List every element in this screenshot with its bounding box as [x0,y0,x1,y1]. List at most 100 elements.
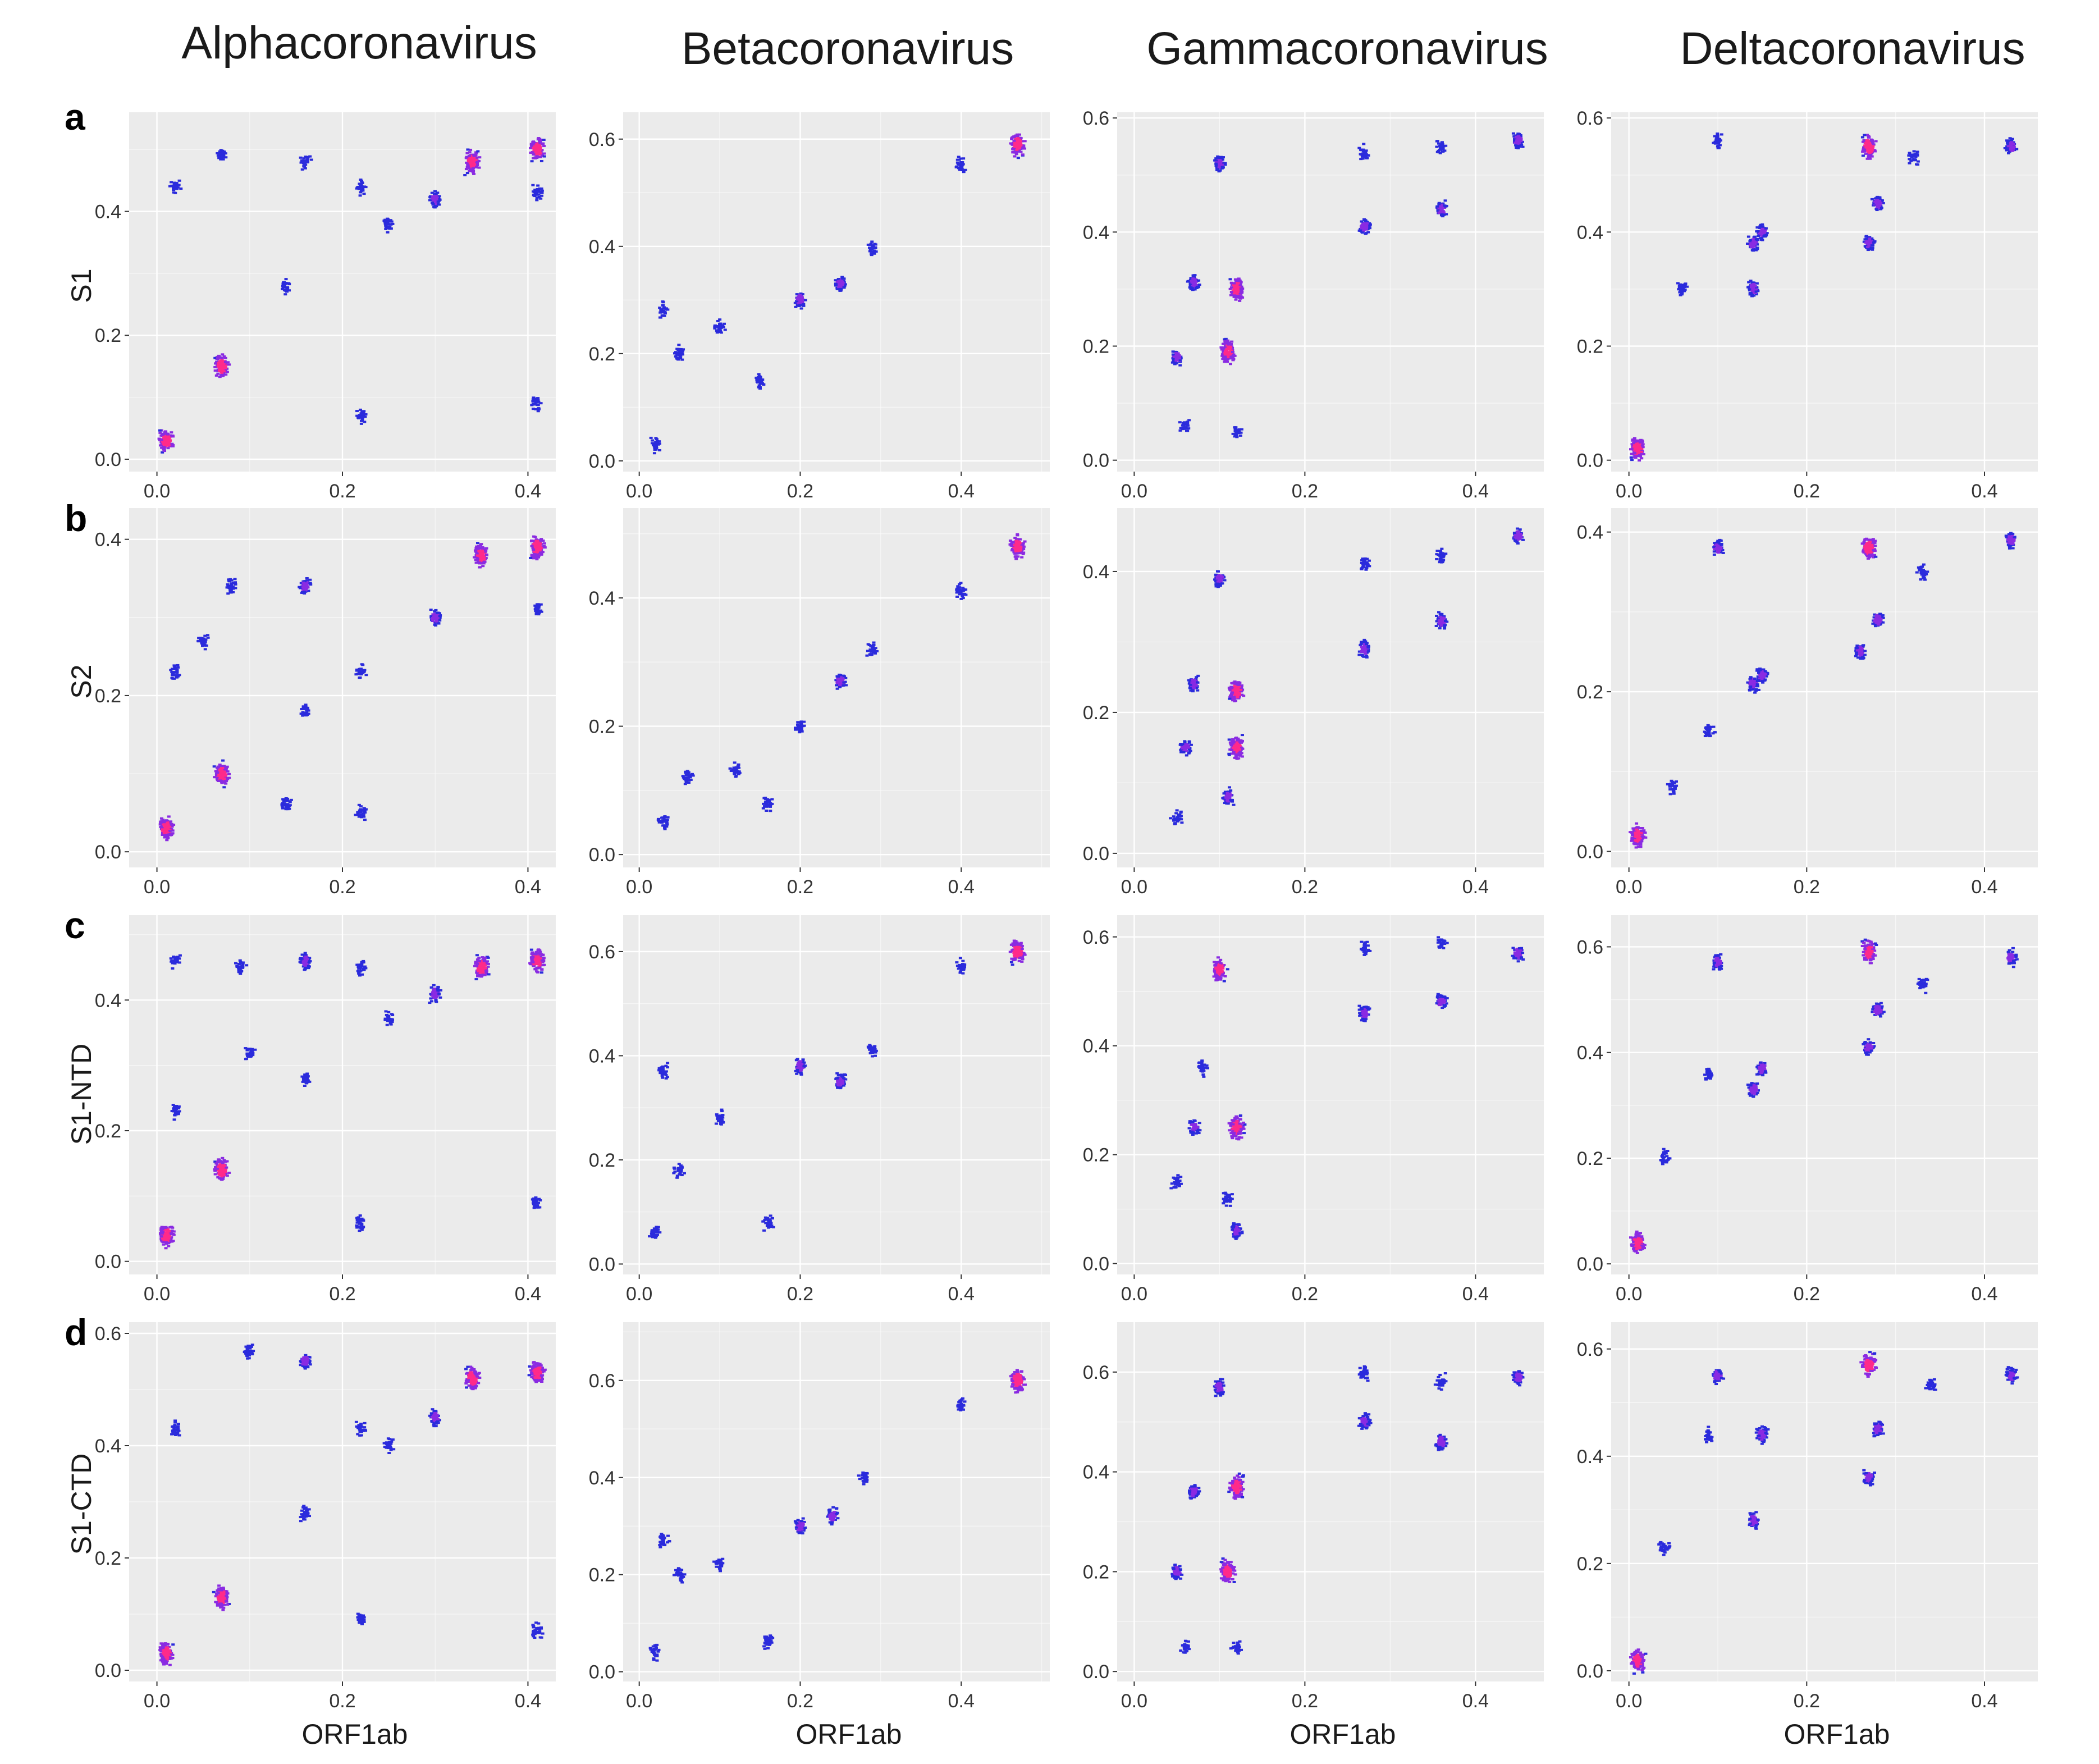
data-point [165,839,169,842]
data-point [1172,815,1176,818]
data-point [543,546,547,549]
data-point [1680,287,1684,290]
data-point [1750,281,1754,284]
data-point [221,353,225,356]
data-point [1862,147,1866,150]
scatter-panel-s1-deltacoronavirus: 0.0 0.2 0.4 0.0 0.2 0.4 0.6 [1577,108,2043,506]
data-point [469,161,473,164]
data-point [1629,448,1632,451]
data-point [1240,684,1243,687]
data-point [433,614,437,616]
data-point [1362,218,1366,221]
data-point [1240,752,1243,755]
data-point [466,164,470,167]
y-tick-label: 0.2 [1577,336,1603,358]
data-point [179,187,183,190]
data-point [283,293,287,296]
data-point [1217,156,1221,159]
data-point [1357,147,1361,149]
data-point [1712,141,1716,144]
scatter-panel-s2-alphacoronavirus: 0.0 0.2 0.4 0.0 0.2 0.4 [95,508,561,902]
data-point [283,282,287,285]
data-point [224,373,228,376]
data-point [1630,459,1634,461]
data-point [719,327,723,330]
data-point [434,609,438,611]
data-point [656,443,660,446]
data-point [1231,346,1234,349]
data-point [838,680,842,683]
data-point [661,816,665,819]
data-point [361,410,365,413]
data-point [175,676,179,679]
data-point [1749,239,1753,241]
data-cluster [673,344,685,361]
data-point [732,766,736,769]
data-point [536,151,539,154]
data-point [835,684,839,687]
data-point [299,712,303,715]
data-point [359,191,363,194]
data-point [658,311,662,314]
data-point [839,674,843,677]
data-point [802,724,806,727]
data-point [1229,743,1233,746]
x-tick-label: 0.0 [144,876,170,898]
data-cluster [1435,140,1448,154]
data-point [957,158,961,161]
data-point [802,720,806,723]
data-point [1178,429,1182,432]
data-point [718,318,722,321]
data-point [532,149,536,152]
data-point [1217,585,1220,588]
data-point [1175,352,1179,355]
y-tick-label: 0.0 [1577,450,1603,472]
data-point [483,560,487,563]
data-point [1194,286,1198,289]
data-point [1010,549,1014,552]
data-point [958,586,962,589]
data-point [221,363,225,365]
data-point [1240,755,1244,758]
data-point [202,637,206,640]
data-point [360,418,364,421]
data-point [1234,296,1238,299]
data-point [1238,297,1242,300]
data-point [1013,155,1017,158]
data-point [303,712,307,715]
data-point [1866,249,1870,252]
data-point [537,153,541,156]
data-point [429,615,433,618]
data-point [542,139,546,141]
plot-background [623,112,1050,472]
data-point [758,380,762,383]
data-point [1514,144,1518,147]
data-point [1764,234,1768,236]
data-point [1752,283,1756,286]
data-point [1679,289,1682,291]
data-point [719,324,722,327]
data-point [955,588,959,591]
data-point [1444,144,1448,147]
data-point [1187,746,1191,749]
data-point [1187,741,1191,744]
data-point [1515,142,1519,145]
data-point [684,779,688,782]
data-point [479,560,483,563]
data-point [1237,681,1241,684]
data-point [1215,582,1219,585]
data-point [303,707,307,710]
data-point [757,378,761,381]
data-cluster [1629,437,1645,462]
data-point [1753,235,1757,238]
data-point [165,835,169,838]
data-point [221,767,225,770]
data-point [962,157,966,160]
data-point [757,384,761,387]
data-point [678,353,682,355]
data-point [1866,239,1870,242]
data-point [203,644,207,647]
data-point [389,223,393,226]
data-point [539,191,543,194]
data-point [799,720,803,723]
